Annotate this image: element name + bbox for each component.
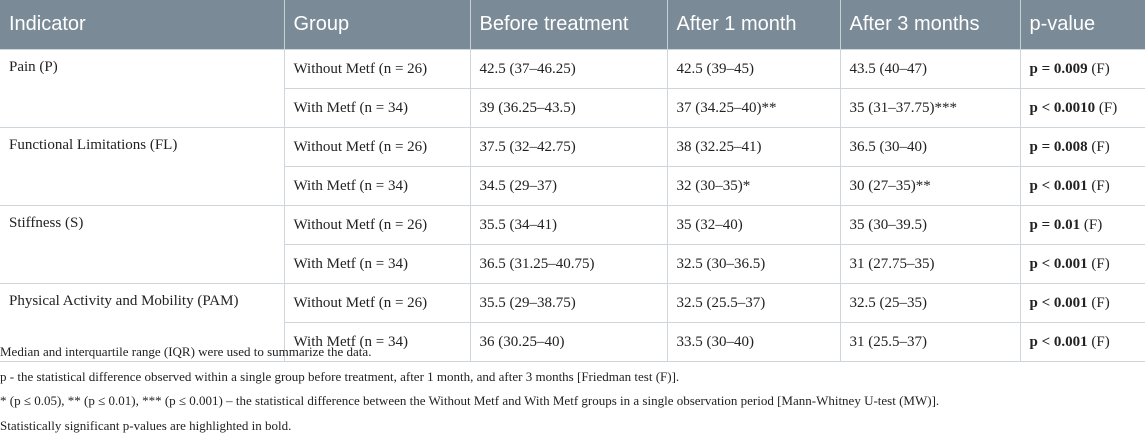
p-value-test: (F) — [1087, 177, 1110, 194]
month1-cell: 33.5 (30–40) — [666, 322, 841, 362]
p-value-cell: p < 0.001 (F) — [1019, 244, 1145, 284]
table-row: Physical Activity and Mobility (PAM) Wit… — [0, 283, 1145, 362]
p-value-cell: p = 0.008 (F) — [1019, 127, 1145, 167]
p-value-test: (F) — [1087, 138, 1110, 155]
month3-cell: 31 (25.5–37) — [839, 322, 1021, 362]
month1-cell: 38 (32.25–41) — [666, 127, 841, 167]
p-value-bold: p < 0.001 — [1029, 294, 1088, 311]
header-after-1-month: After 1 month — [666, 0, 840, 50]
header-group: Group — [283, 0, 470, 50]
p-value-bold: p = 0.008 — [1029, 138, 1088, 155]
p-value-test: (F) — [1087, 294, 1110, 311]
group-cell: With Metf (n = 34) — [284, 322, 471, 362]
month3-cell: 31 (27.75–35) — [839, 244, 1021, 284]
table-row: Pain (P) Without Metf (n = 26) 42.5 (37–… — [0, 49, 1145, 128]
month1-cell: 42.5 (39–45) — [666, 49, 841, 89]
header-before-treatment: Before treatment — [469, 0, 667, 50]
p-value-test: (F) — [1080, 216, 1103, 233]
footnote-line: p - the statistical difference observed … — [0, 368, 680, 384]
before-cell: 42.5 (37–46.25) — [469, 49, 668, 89]
group-cell: Without Metf (n = 26) — [283, 49, 471, 89]
group-cell: With Metf (n = 34) — [284, 88, 471, 128]
group-cell: With Metf (n = 34) — [284, 244, 471, 284]
p-value-bold: p < 0.001 — [1029, 333, 1088, 350]
group-cell: Without Metf (n = 26) — [283, 205, 471, 245]
month3-cell: 30 (27–35)** — [839, 166, 1021, 206]
table-row: Stiffness (S) Without Metf (n = 26) 35.5… — [0, 205, 1145, 284]
header-after-3-months: After 3 months — [839, 0, 1020, 50]
group-cell: Without Metf (n = 26) — [283, 127, 471, 167]
p-value-bold: p < 0.0010 — [1029, 99, 1096, 116]
footnote-line: Statistically significant p-values are h… — [0, 417, 292, 433]
group-cell: Without Metf (n = 26) — [283, 283, 471, 323]
month1-cell: 32 (30–35)* — [666, 166, 841, 206]
footnote-line: * (p ≤ 0.05), ** (p ≤ 0.01), *** (p ≤ 0.… — [0, 393, 940, 408]
p-value-cell: p = 0.009 (F) — [1019, 49, 1145, 89]
table-footnotes: Median and interquartile range (IQR) wer… — [0, 340, 1140, 438]
p-value-cell: p < 0.0010 (F) — [1019, 88, 1145, 128]
before-cell: 39 (36.25–43.5) — [469, 88, 668, 128]
before-cell: 35.5 (34–41) — [469, 205, 668, 245]
indicator-cell: Stiffness (S) — [0, 205, 285, 284]
p-value-test: (F) — [1087, 255, 1110, 272]
p-value-bold: p = 0.01 — [1029, 216, 1081, 233]
table-row: Functional Limitations (FL) Without Metf… — [0, 127, 1145, 206]
p-value-test: (F) — [1087, 60, 1110, 77]
month1-cell: 32.5 (30–36.5) — [666, 244, 841, 284]
p-value-test: (F) — [1087, 333, 1110, 350]
before-cell: 36.5 (31.25–40.75) — [469, 244, 668, 284]
before-cell: 34.5 (29–37) — [469, 166, 668, 206]
p-value-bold: p < 0.001 — [1029, 177, 1088, 194]
before-cell: 36 (30.25–40) — [469, 322, 668, 362]
month1-cell: 35 (32–40) — [666, 205, 841, 245]
p-value-bold: p = 0.009 — [1029, 60, 1088, 77]
group-cell: With Metf (n = 34) — [284, 166, 471, 206]
table-row: With Metf (n = 34) 34.5 (29–37) 32 (30–3… — [0, 166, 1145, 206]
p-value-cell: p < 0.001 (F) — [1019, 322, 1145, 362]
month3-cell: 32.5 (25–35) — [839, 283, 1021, 323]
results-table: Indicator Group Before treatment After 1… — [0, 0, 1145, 362]
month3-cell: 35 (31–37.75)*** — [839, 88, 1021, 128]
header-p-value: p-value — [1019, 0, 1145, 50]
indicator-cell: Pain (P) — [0, 49, 285, 128]
p-value-cell: p = 0.01 (F) — [1019, 205, 1145, 245]
p-value-test: (F) — [1095, 99, 1118, 116]
table-header-row: Indicator Group Before treatment After 1… — [0, 0, 1145, 50]
before-cell: 37.5 (32–42.75) — [469, 127, 668, 167]
table-row: With Metf (n = 34) 36 (30.25–40) 33.5 (3… — [0, 322, 1145, 362]
indicator-cell: Physical Activity and Mobility (PAM) — [0, 283, 285, 362]
p-value-cell: p < 0.001 (F) — [1019, 283, 1145, 323]
indicator-cell: Functional Limitations (FL) — [0, 127, 285, 206]
before-cell: 35.5 (29–38.75) — [469, 283, 668, 323]
month3-cell: 36.5 (30–40) — [839, 127, 1021, 167]
month3-cell: 35 (30–39.5) — [839, 205, 1021, 245]
header-indicator: Indicator — [0, 0, 284, 50]
month3-cell: 43.5 (40–47) — [839, 49, 1021, 89]
p-value-cell: p < 0.001 (F) — [1019, 166, 1145, 206]
month1-cell: 32.5 (25.5–37) — [666, 283, 841, 323]
footnote-line: Median and interquartile range (IQR) wer… — [0, 344, 372, 359]
month1-cell: 37 (34.25–40)** — [666, 88, 841, 128]
p-value-bold: p < 0.001 — [1029, 255, 1088, 272]
